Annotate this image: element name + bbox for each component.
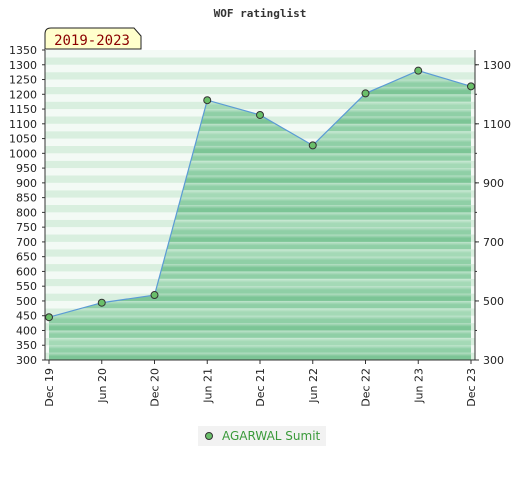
right-tick-label: 900 [483,177,504,190]
left-tick-label: 300 [16,354,37,367]
area-band-highlight [49,330,471,335]
bg-band [45,94,475,102]
area-band-highlight [49,323,471,327]
area-band-highlight [49,278,471,283]
left-tick-label: 1250 [9,74,37,87]
x-tick-label: Jun 21 [201,368,214,404]
data-point[interactable] [361,89,370,98]
area-band-highlight [49,205,471,209]
legend-marker-icon [205,432,213,440]
right-tick-label: 300 [483,354,504,367]
data-point[interactable] [45,313,53,322]
left-tick-label: 700 [16,236,37,249]
area-band-highlight [49,315,471,320]
area-band-highlight [49,168,471,172]
period-badge-label: 2019-2023 [54,33,130,49]
left-tick-label: 1150 [9,103,37,116]
area-band-highlight [49,308,471,313]
data-point[interactable] [150,291,159,300]
period-badge: 2019-2023 [44,27,142,50]
left-tick-label: 800 [16,206,37,219]
area-band-highlight [49,234,471,239]
left-tick-label: 1050 [9,133,37,146]
area-band-highlight [49,153,471,158]
x-tick-label: Jun 22 [307,368,320,404]
x-tick-label: Jun 20 [96,368,109,404]
bg-band [45,79,475,87]
x-tick-label: Jun 23 [412,368,425,404]
area-band-highlight [49,256,471,261]
axes: 3003504004505005506006507007508008509009… [9,44,511,407]
area-band-highlight [49,345,471,349]
x-tick-label: Dec 23 [465,368,478,407]
left-tick-label: 450 [16,310,37,323]
area-band-highlight [49,219,471,224]
bg-band [45,101,475,110]
x-tick-label: Dec 22 [360,368,373,407]
data-point[interactable] [256,110,264,119]
left-tick-label: 550 [16,280,37,293]
area-band-highlight [49,131,471,135]
data-markers [45,66,475,322]
area-band-highlight [49,352,471,357]
area-band-highlight [49,241,471,246]
area-band-highlight [49,160,471,165]
area-band-highlight [49,123,471,128]
area-band-highlight [49,212,471,217]
area-band-highlight [49,337,471,342]
area-band-highlight [49,138,471,143]
chart-title: WOF ratinglist [214,7,307,20]
left-tick-label: 1200 [9,88,37,101]
area-band-highlight [49,293,471,298]
data-point[interactable] [467,82,475,91]
area-band-highlight [49,286,471,290]
left-tick-label: 1300 [9,59,37,72]
right-tick-label: 1100 [483,118,511,131]
data-point[interactable] [203,96,212,105]
area-band-highlight [49,175,471,180]
area-band-highlight [49,182,471,187]
right-tick-label: 700 [483,236,504,249]
data-point[interactable] [97,298,106,307]
left-tick-label: 1100 [9,118,37,131]
left-tick-label: 500 [16,295,37,308]
legend[interactable]: AGARWAL Sumit [198,426,326,446]
right-tick-label: 1300 [483,59,511,72]
data-point[interactable] [414,66,423,75]
area-band-highlight [49,249,471,253]
left-tick-label: 600 [16,265,37,278]
area-band-highlight [49,264,471,268]
bg-band [45,57,475,65]
bg-band [45,50,475,58]
left-tick-label: 1350 [9,44,37,57]
x-tick-label: Dec 19 [43,368,56,407]
area-band-highlight [49,145,471,150]
bg-band [45,86,475,95]
bg-band [45,64,475,73]
area-band-highlight [49,190,471,194]
bg-band [45,72,475,80]
left-tick-label: 400 [16,324,37,337]
left-tick-label: 350 [16,339,37,352]
left-tick-label: 1000 [9,147,37,160]
right-tick-label: 500 [483,295,504,308]
area-band-highlight [49,197,471,202]
x-tick-label: Dec 21 [254,368,267,407]
left-tick-label: 750 [16,221,37,234]
x-tick-label: Dec 20 [149,368,162,407]
left-tick-label: 950 [16,162,37,175]
data-point[interactable] [308,141,317,150]
left-tick-label: 900 [16,177,37,190]
left-tick-label: 850 [16,192,37,205]
area-band-highlight [49,227,471,231]
area-band-highlight [49,300,471,305]
area-band-highlight [49,271,471,276]
legend-series-label: AGARWAL Sumit [222,429,321,443]
left-tick-label: 650 [16,251,37,264]
